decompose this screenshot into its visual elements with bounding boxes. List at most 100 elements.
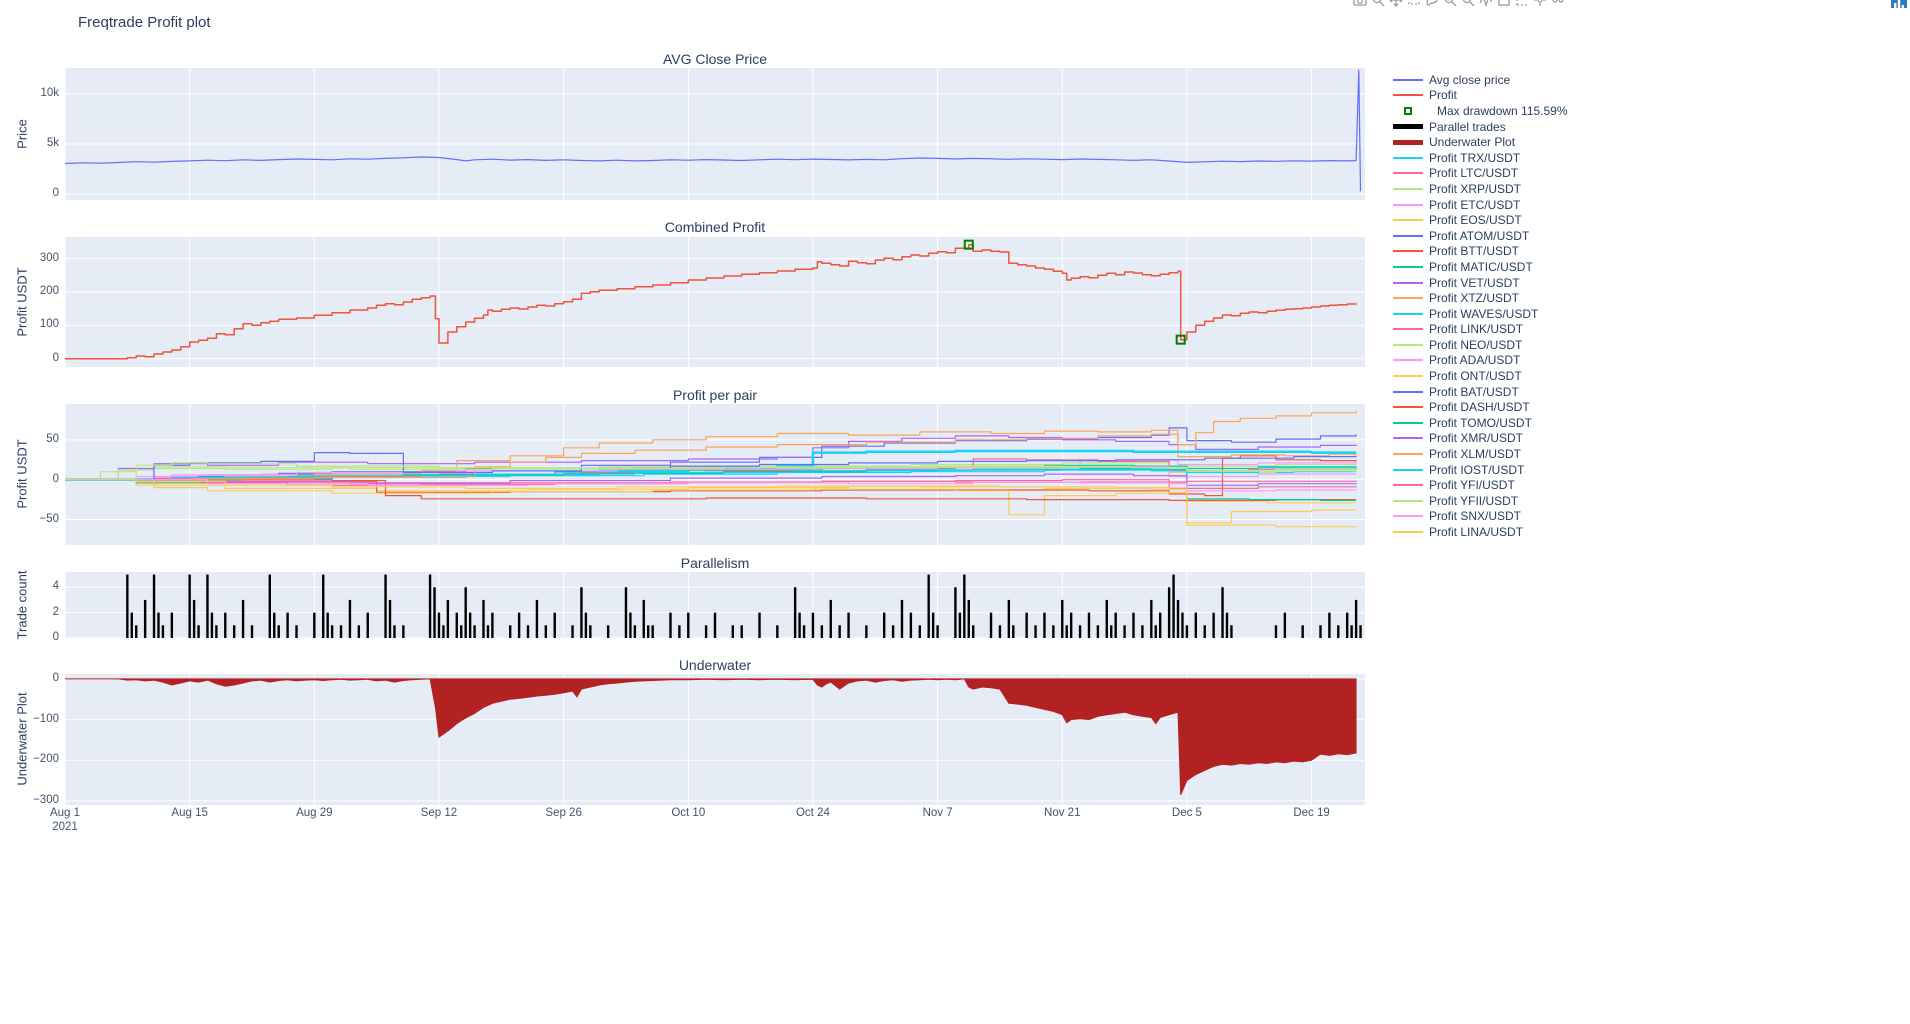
legend-line-swatch [1393,359,1423,362]
legend-item[interactable]: Profit DASH/USDT [1393,399,1568,415]
subplot-profit-per-pair-plot-area[interactable] [65,404,1365,545]
legend-item[interactable]: Profit WAVES/USDT [1393,306,1568,322]
legend-line-swatch [1393,453,1423,456]
legend-line-swatch [1393,250,1423,253]
legend-item[interactable]: Underwater Plot [1393,134,1568,150]
legend-item-label: Profit NEO/USDT [1429,337,1523,352]
legend-item[interactable]: Profit LINA/USDT [1393,524,1568,540]
legend-item[interactable]: Profit ETC/USDT [1393,197,1568,213]
x-tick-label: Dec 5 [1171,807,1202,819]
legend-item[interactable]: Profit BTT/USDT [1393,244,1568,260]
legend-item[interactable]: Profit SNX/USDT [1393,509,1568,525]
legend-item[interactable]: Parallel trades [1393,119,1568,135]
hover-closest-icon[interactable] [1533,0,1547,11]
subplot-title-parallelism: Parallelism [680,555,750,571]
subplot-avg-close-price-plot-area[interactable] [65,68,1365,200]
legend-item-label: Profit ADA/USDT [1429,353,1521,368]
subplot-title-combined-profit: Combined Profit [664,219,766,235]
plotly-logo[interactable] [1891,0,1907,8]
y-axis-label-underwater-plot: Underwater Plot [14,692,30,786]
legend-item[interactable]: Profit YFI/USDT [1393,477,1568,493]
legend-item[interactable]: Profit ADA/USDT [1393,353,1568,369]
legend-item[interactable]: Profit VET/USDT [1393,275,1568,291]
legend-item-label: Profit LTC/USDT [1429,166,1519,181]
legend-item[interactable]: Profit TRX/USDT [1393,150,1568,166]
x-tick-label: Sep 12 [420,807,458,819]
legend-item-label: Profit IOST/USDT [1429,462,1525,477]
legend-item-label: Profit LINK/USDT [1429,322,1524,337]
legend-item-label: Profit BAT/USDT [1429,384,1519,399]
box-select-icon[interactable] [1407,0,1421,11]
legend-item-label: Profit DASH/USDT [1429,400,1530,415]
subplot-combined-profit-plot-area[interactable] [65,237,1365,367]
reset-axes-icon[interactable] [1497,0,1511,11]
y-tick-label: 0 [52,671,59,684]
legend-line-swatch [1393,421,1423,424]
legend-line-swatch [1393,484,1423,487]
x-tick-label: Oct 10 [671,807,706,819]
subplot-title-underwater: Underwater [678,657,752,673]
legend-line-swatch [1393,139,1423,145]
legend-item-label: Profit YFI/USDT [1429,478,1515,493]
legend-line-swatch [1393,156,1423,159]
legend-item-label: Avg close price [1429,72,1511,87]
hover-compare-icon[interactable] [1551,0,1565,11]
legend-item[interactable]: Profit XMR/USDT [1393,431,1568,447]
legend-item-label: Profit XRP/USDT [1429,181,1522,196]
legend-item-label: Profit ONT/USDT [1429,369,1522,384]
legend-item[interactable]: Profit XTZ/USDT [1393,290,1568,306]
zoom-icon[interactable] [1371,0,1385,11]
legend-item[interactable]: Profit BAT/USDT [1393,384,1568,400]
legend-item[interactable]: Profit LTC/USDT [1393,166,1568,182]
legend-item[interactable]: Profit [1393,88,1568,104]
legend: Avg close price Profit Max drawdown 115.59… [1393,72,1568,540]
legend-line-swatch [1393,124,1423,130]
legend-item[interactable]: Profit EOS/USDT [1393,212,1568,228]
legend-line-swatch [1393,390,1423,393]
legend-line-swatch [1393,94,1423,97]
legend-item[interactable]: Profit MATIC/USDT [1393,259,1568,275]
legend-line-swatch [1393,187,1423,190]
y-tick-label: 5k [46,137,59,149]
y-tick-label: 10k [40,87,59,99]
legend-item[interactable]: Profit ATOM/USDT [1393,228,1568,244]
subplot-title-profit-per-pair: Profit per pair [672,387,758,403]
subplot-title-avg-close-price: AVG Close Price [663,51,767,67]
x-tick-label: Nov 7 [922,807,953,819]
legend-item[interactable]: Profit XRP/USDT [1393,181,1568,197]
legend-item[interactable]: Profit XLM/USDT [1393,446,1568,462]
legend-item[interactable]: Profit TOMO/USDT [1393,415,1568,431]
lasso-select-icon[interactable] [1425,0,1439,11]
legend-item[interactable]: Profit ONT/USDT [1393,368,1568,384]
subplot-parallelism-plot-area[interactable] [65,572,1365,638]
legend-item[interactable]: Profit LINK/USDT [1393,322,1568,338]
y-tick-label: −100 [33,712,59,725]
legend-item[interactable]: Avg close price [1393,72,1568,88]
legend-line-swatch [1393,234,1423,237]
pan-icon[interactable] [1389,0,1403,11]
legend-item[interactable]: Max drawdown 115.59% [1393,103,1568,119]
legend-item-label: Profit XMR/USDT [1429,431,1524,446]
zoom-out-icon[interactable] [1461,0,1475,11]
legend-line-swatch [1393,343,1423,346]
legend-item-label: Profit XLM/USDT [1429,447,1522,462]
y-tick-label: −200 [33,753,59,766]
legend-item[interactable]: Profit NEO/USDT [1393,337,1568,353]
legend-item-label: Profit YFII/USDT [1429,493,1519,508]
subplot-underwater-plot-area[interactable] [65,674,1365,805]
legend-line-swatch [1393,375,1423,378]
legend-item[interactable]: Profit YFII/USDT [1393,493,1568,509]
y-tick-label: 200 [39,285,59,297]
autoscale-icon[interactable] [1479,0,1493,11]
legend-item[interactable]: Profit IOST/USDT [1393,462,1568,478]
legend-line-swatch [1393,312,1423,315]
legend-item-label: Profit BTT/USDT [1429,244,1520,259]
toggle-spikelines-icon[interactable] [1515,0,1529,11]
zoom-in-icon[interactable] [1443,0,1457,11]
camera-icon[interactable] [1353,0,1367,11]
legend-item-label: Profit VET/USDT [1429,275,1520,290]
legend-line-swatch [1393,437,1423,440]
legend-line-swatch [1393,328,1423,331]
figure-title: Freqtrade Profit plot [78,14,211,31]
